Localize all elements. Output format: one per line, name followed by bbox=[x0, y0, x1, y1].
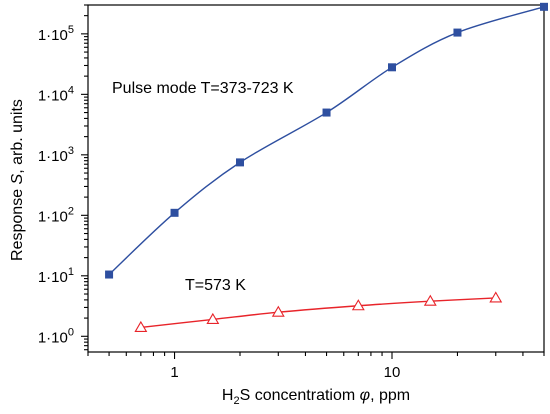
x-title-prefix: H bbox=[222, 387, 234, 404]
series-0-point bbox=[236, 158, 244, 167]
y-tick-label: 1·100 bbox=[38, 326, 74, 346]
y-tick-label: 1·103 bbox=[38, 145, 74, 165]
series-0-point bbox=[170, 208, 179, 217]
series-layer bbox=[105, 2, 548, 333]
series-1-point bbox=[271, 305, 285, 317]
y-tick-exponent: 3 bbox=[68, 145, 74, 157]
series-1-point bbox=[351, 299, 365, 311]
series-annotation-pulse: Pulse mode T=373-723 K bbox=[112, 80, 294, 97]
series-0-point bbox=[388, 63, 396, 72]
y-tick-base: 1·10 bbox=[38, 269, 68, 286]
y-tick-base: 1·10 bbox=[38, 148, 68, 165]
y-tick-label: 1·102 bbox=[38, 205, 74, 225]
series-1-point bbox=[423, 294, 437, 306]
y-title-symbol: S bbox=[9, 173, 26, 184]
y-tick-exponent: 2 bbox=[68, 205, 74, 217]
series-0-point bbox=[105, 270, 114, 279]
x-title-suffix: , ppm bbox=[370, 387, 410, 404]
x-axis-title: H2S concentratiom φ, ppm bbox=[222, 387, 410, 407]
series-line-0 bbox=[108, 6, 545, 276]
y-tick-base: 1·10 bbox=[38, 329, 68, 346]
series-0-point bbox=[453, 28, 462, 37]
y-title-suffix: , arb. units bbox=[9, 99, 26, 174]
x-axis-ticks: 1 10 bbox=[87, 352, 545, 381]
x-title-middle: S concentratiom bbox=[240, 387, 360, 404]
y-axis-title: Response S, arb. units bbox=[9, 99, 26, 261]
y-tick-exponent: 5 bbox=[68, 24, 74, 36]
y-tick-base: 1·10 bbox=[38, 208, 68, 225]
series-0-point bbox=[322, 108, 331, 117]
plot-frame bbox=[87, 4, 545, 353]
y-tick-label: 1·104 bbox=[38, 84, 74, 104]
x-title-subscript: 2 bbox=[233, 395, 239, 407]
y-tick-base: 1·10 bbox=[38, 87, 68, 104]
series-annotation-573k: T=573 K bbox=[185, 277, 246, 294]
series-1-point bbox=[489, 291, 503, 303]
y-tick-label: 1·105 bbox=[38, 24, 74, 44]
y-tick-label: 1·101 bbox=[38, 266, 74, 286]
y-tick-exponent: 4 bbox=[68, 84, 74, 96]
y-tick-exponent: 0 bbox=[68, 326, 74, 338]
y-title-prefix: Response bbox=[9, 184, 26, 261]
series-1-point bbox=[134, 320, 148, 333]
x-title-symbol: φ bbox=[360, 387, 370, 404]
y-tick-exponent: 1 bbox=[68, 266, 74, 278]
x-tick-label: 1 bbox=[170, 364, 178, 381]
series-0-point bbox=[540, 2, 548, 11]
series-line-1 bbox=[140, 297, 496, 329]
series-1-point bbox=[206, 312, 220, 324]
x-tick-label: 10 bbox=[384, 364, 401, 381]
y-tick-base: 1·10 bbox=[38, 27, 68, 44]
